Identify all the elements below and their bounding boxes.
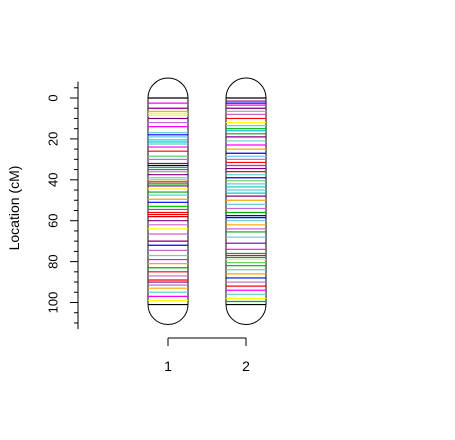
- y-tick-label: 20: [45, 132, 60, 146]
- x-tick-label: 1: [164, 358, 172, 374]
- y-axis: 0 20 40 60 80 100: [45, 81, 79, 330]
- chromosome-2: [225, 77, 267, 325]
- chromosome-outline: [225, 77, 267, 325]
- chromosome-1: [147, 77, 189, 325]
- y-tick-label: 100: [45, 292, 60, 314]
- y-tick-label: 0: [45, 94, 60, 101]
- y-axis-label: Location (cM): [6, 166, 22, 251]
- y-tick-label: 60: [45, 213, 60, 227]
- y-tick-label: 40: [45, 173, 60, 187]
- y-tick-label: 80: [45, 254, 60, 268]
- chromosome-group: [147, 77, 267, 325]
- x-tick-label: 2: [242, 358, 250, 374]
